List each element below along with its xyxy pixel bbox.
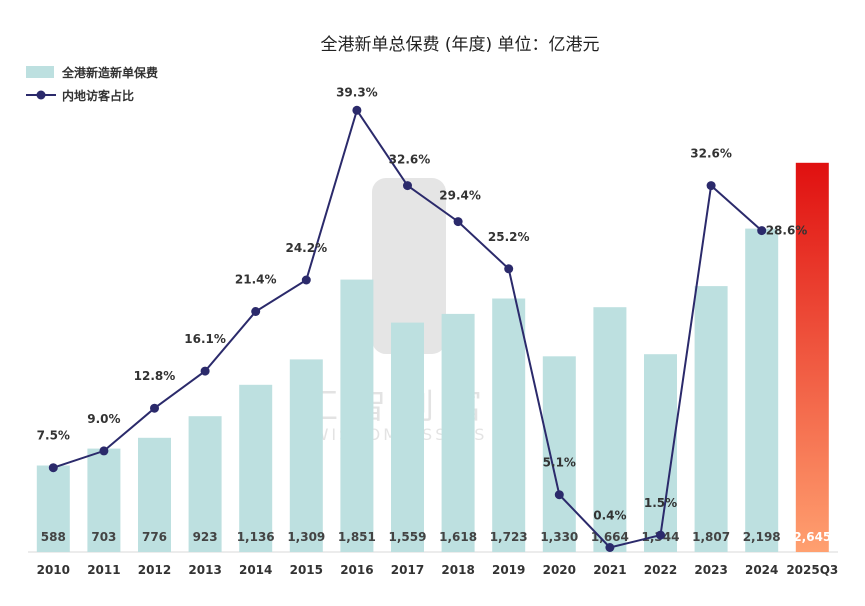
bar-2011 — [87, 448, 121, 552]
bar-label-2020: 1,330 — [540, 530, 578, 544]
line-points — [48, 105, 767, 552]
bar-2019 — [492, 298, 526, 552]
line-point-2017 — [403, 181, 412, 191]
line-point-2013 — [200, 366, 210, 376]
bar-label-2011: 703 — [91, 530, 116, 544]
legend: 全港新造新单保费 内地访客占比 — [26, 65, 158, 103]
bar-label-2013: 923 — [193, 530, 218, 544]
x-tick-2014: 2014 — [239, 563, 272, 577]
line-label-2020: 5.1% — [543, 456, 576, 470]
x-tick-2013: 2013 — [188, 563, 221, 577]
line-label-2022: 1.5% — [644, 496, 677, 510]
bar-label-2012: 776 — [142, 530, 167, 544]
legend-line-marker — [36, 90, 46, 100]
line-label-2012: 12.8% — [134, 369, 176, 383]
bar-2012 — [138, 437, 171, 552]
x-tick-2011: 2011 — [87, 563, 120, 577]
bar-label-2014: 1,136 — [237, 530, 275, 544]
bar-2016 — [340, 279, 374, 552]
x-tick-2018: 2018 — [441, 563, 474, 577]
bar-label-2025Q3: 2,645 — [793, 530, 831, 544]
x-tick-2015: 2015 — [290, 563, 323, 577]
legend-line-label: 内地访客占比 — [62, 88, 134, 103]
legend-bar-swatch — [26, 66, 54, 78]
bar-2010 — [36, 465, 70, 552]
line-label-2010: 7.5% — [37, 429, 70, 443]
line-label-2018: 29.4% — [439, 189, 481, 203]
line-point-2020 — [554, 490, 564, 500]
bar-2020 — [542, 356, 576, 552]
x-tick-2023: 2023 — [694, 563, 727, 577]
chart-title: 全港新单总保费 (年度) 单位：亿港元 — [320, 35, 599, 55]
x-tick-labels: 2010 2011 2012 2013 2014 2015 2016 2017 2018 2019… — [37, 563, 839, 577]
bar-labels: 588 703 776 923 1,136 1,309 1,851 1,559 1,618 1,7… — [41, 530, 832, 544]
line-label-2016: 39.3% — [336, 85, 378, 99]
bar-2014 — [239, 384, 273, 552]
legend-bar-label: 全港新造新单保费 — [61, 65, 158, 80]
x-tick-2012: 2012 — [138, 563, 171, 577]
line-label-2021: 0.4% — [593, 509, 626, 523]
line-point-2016 — [352, 105, 362, 115]
line-label-2024: 28.6% — [766, 224, 808, 238]
line-label-2013: 16.1% — [184, 332, 226, 346]
line-label-2017: 32.6% — [389, 153, 431, 167]
x-tick-2020: 2020 — [543, 563, 576, 577]
line-label-2014: 21.4% — [235, 273, 277, 287]
line-point-2018 — [453, 217, 463, 227]
x-tick-2022: 2022 — [644, 563, 677, 577]
line-point-2023 — [706, 181, 716, 191]
bar-label-2016: 1,851 — [338, 530, 376, 544]
line-point-2021 — [605, 543, 615, 552]
bar-label-2019: 1,723 — [490, 530, 528, 544]
line-point-2024 — [757, 226, 767, 236]
bar-label-2024: 2,198 — [743, 530, 781, 544]
line-point-2019 — [504, 264, 514, 274]
bar-label-2023: 1,807 — [692, 530, 730, 544]
watermark-seal — [372, 178, 446, 354]
line-label-2011: 9.0% — [87, 412, 120, 426]
line-label-2019: 25.2% — [488, 230, 530, 244]
bar-label-2021: 1,664 — [591, 530, 629, 544]
line-label-2023: 32.6% — [690, 147, 732, 161]
x-tick-2010: 2010 — [37, 563, 70, 577]
bar-2018 — [441, 313, 475, 552]
line-point-2012 — [150, 403, 159, 413]
bar-label-2015: 1,309 — [287, 530, 325, 544]
line-point-2014 — [251, 307, 261, 316]
bar-2023 — [694, 286, 728, 552]
x-tick-2025Q3: 2025Q3 — [786, 563, 838, 577]
bar-label-2010: 588 — [41, 530, 66, 544]
bar-label-2018: 1,618 — [439, 530, 477, 544]
bar-2024 — [745, 228, 779, 552]
x-tick-2017: 2017 — [391, 563, 424, 577]
line-point-2010 — [48, 463, 58, 473]
x-tick-2021: 2021 — [593, 563, 626, 577]
bar-2021 — [593, 307, 627, 552]
bar-label-2017: 1,559 — [389, 530, 427, 544]
bar-2017 — [391, 322, 424, 552]
x-tick-2016: 2016 — [340, 563, 373, 577]
bar-2015 — [289, 359, 323, 552]
bar-2025Q3 — [795, 162, 829, 553]
line-labels: 7.5% 9.0% 12.8% 16.1% 21.4% 24.2% 39.3% 32.6% 29… — [37, 85, 808, 522]
x-tick-2019: 2019 — [492, 563, 525, 577]
bar-2013 — [188, 416, 222, 552]
line-label-2015: 24.2% — [285, 241, 327, 255]
x-tick-2024: 2024 — [745, 563, 778, 577]
line-point-2022 — [656, 530, 665, 540]
line-point-2015 — [301, 275, 311, 285]
line-point-2011 — [99, 446, 109, 456]
